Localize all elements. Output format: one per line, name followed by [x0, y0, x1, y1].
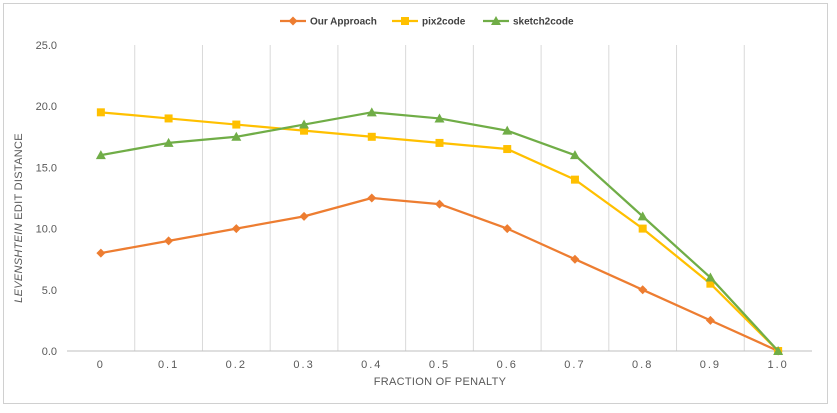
- series-group: [95, 107, 784, 356]
- data-point-our-approach: [367, 193, 377, 203]
- x-tick-label: 0.4: [361, 359, 382, 371]
- data-point-sketch2code: [637, 211, 648, 221]
- data-point-pix2code: [232, 120, 241, 129]
- data-point-sketch2code: [705, 272, 716, 282]
- x-axis-ticks: 0 0.1 0.2 0.3 0.4 0.5 0.6 0.7 0.8 0.9 1.0: [97, 359, 788, 371]
- data-point-pix2code: [367, 132, 376, 141]
- x-tick-label: 0.1: [158, 359, 179, 371]
- y-tick-label: 20.0: [36, 101, 57, 113]
- y-tick-label: 10.0: [36, 224, 57, 236]
- y-tick-label: 0.0: [42, 346, 57, 358]
- data-point-pix2code: [570, 175, 579, 184]
- data-point-sketch2code: [366, 107, 377, 117]
- chart-frame: [3, 3, 828, 404]
- legend-item-sketch2code: sketch2code: [483, 16, 574, 28]
- legend-label: sketch2code: [513, 17, 574, 28]
- data-point-our-approach: [96, 248, 106, 258]
- data-point-sketch2code: [502, 125, 513, 135]
- x-tick-label: 0: [97, 359, 105, 371]
- data-point-sketch2code: [773, 346, 784, 355]
- x-tick-label: 0.2: [226, 359, 247, 371]
- x-tick-label: 0.3: [293, 359, 314, 371]
- series-pix2code: [96, 108, 783, 355]
- y-axis-ticks: 0.0 5.0 10.0 15.0 20.0 25.0: [36, 40, 57, 358]
- legend: Our Approach pix2code sketch2code: [280, 16, 574, 28]
- series-sketch2code: [95, 107, 784, 355]
- data-point-our-approach: [299, 211, 309, 221]
- data-point-our-approach: [164, 236, 174, 246]
- data-point-our-approach: [570, 254, 580, 264]
- data-point-our-approach: [502, 224, 512, 234]
- legend-item-our-approach: Our Approach: [280, 16, 377, 28]
- data-point-sketch2code: [434, 113, 445, 123]
- y-tick-label: 15.0: [36, 162, 57, 174]
- x-tick-label: 0.9: [700, 359, 721, 371]
- series-our-approach: [96, 193, 783, 356]
- gridlines: [134, 45, 745, 351]
- x-tick-label: 0.8: [632, 359, 653, 371]
- legend-label: pix2code: [422, 17, 466, 28]
- x-tick-label: 0.5: [429, 359, 450, 371]
- data-point-our-approach: [435, 199, 444, 209]
- data-point-pix2code: [503, 145, 512, 154]
- x-tick-label: 1.0: [767, 359, 788, 371]
- legend-marker: [288, 16, 298, 26]
- data-point-pix2code: [706, 279, 715, 288]
- legend-item-pix2code: pix2code: [392, 17, 466, 28]
- x-axis-title: FRACTION OF PENALTY: [374, 376, 507, 388]
- y-axis-title-rest: EDIT DISTANCE: [13, 133, 25, 223]
- data-point-sketch2code: [299, 119, 310, 129]
- y-axis-title-italic: LEVENSHTEIN: [13, 223, 25, 303]
- data-point-sketch2code: [569, 150, 580, 160]
- legend-label: Our Approach: [310, 17, 377, 28]
- data-point-sketch2code: [95, 150, 106, 160]
- y-tick-label: 5.0: [42, 285, 57, 297]
- data-point-pix2code: [164, 114, 173, 123]
- x-tick-label: 0.7: [564, 359, 585, 371]
- legend-marker: [491, 16, 501, 25]
- data-point-our-approach: [705, 315, 715, 325]
- data-point-pix2code: [96, 108, 105, 117]
- data-point-pix2code: [435, 138, 444, 147]
- data-point-our-approach: [638, 285, 648, 295]
- data-point-sketch2code: [163, 137, 174, 147]
- data-point-sketch2code: [231, 131, 242, 141]
- data-point-pix2code: [300, 126, 309, 135]
- data-point-pix2code: [638, 224, 647, 233]
- y-tick-label: 25.0: [36, 40, 57, 52]
- y-axis-title: LEVENSHTEIN EDIT DISTANCE: [13, 133, 25, 303]
- legend-marker: [401, 17, 409, 25]
- data-point-our-approach: [231, 224, 241, 234]
- x-tick-label: 0.6: [497, 359, 518, 371]
